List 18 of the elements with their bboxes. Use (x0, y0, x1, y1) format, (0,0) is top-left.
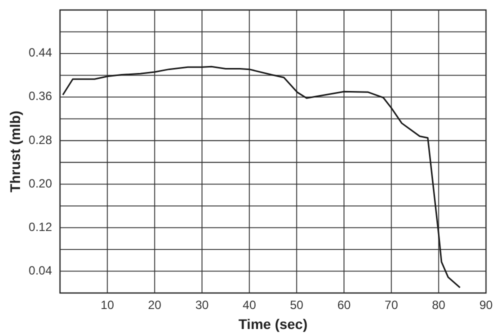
line-series (62, 66, 461, 288)
x-tick-label: 20 (148, 298, 162, 312)
x-tick-label: 80 (432, 298, 446, 312)
x-tick-label: 90 (479, 298, 493, 312)
y-tick-label: 0.36 (28, 89, 52, 104)
x-tick-label: 30 (195, 298, 209, 312)
x-axis-title: Time (sec) (238, 316, 308, 332)
x-tick-label: 70 (384, 298, 398, 312)
y-tick-label: 0.20 (28, 176, 52, 190)
x-tick-label: 60 (337, 298, 351, 312)
y-tick-label: 0.28 (28, 132, 52, 147)
x-tick-label: 40 (242, 298, 256, 312)
y-tick-label: 0.04 (28, 263, 52, 278)
x-tick-label: 50 (290, 298, 304, 312)
x-tick-label: 10 (100, 298, 114, 312)
y-axis-title: Thrust (mlb) (7, 110, 23, 192)
y-tick-label: 0.44 (28, 46, 52, 60)
y-tick-label: 0.12 (28, 220, 52, 234)
